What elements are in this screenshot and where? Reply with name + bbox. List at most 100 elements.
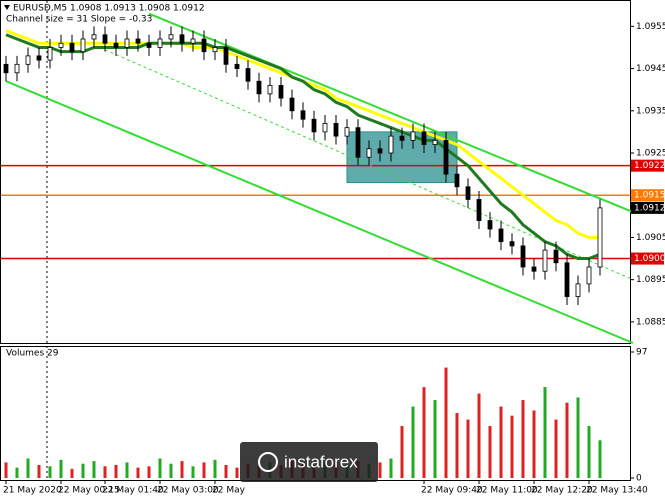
volume-bar — [554, 419, 558, 478]
price-tag-label: 1.0912 — [634, 203, 665, 213]
menu-triangle[interactable] — [4, 5, 10, 10]
candle-body — [3, 63, 9, 74]
candle-body — [487, 220, 493, 230]
candle-body — [366, 148, 372, 158]
volume-bar — [235, 467, 239, 478]
volume-bar — [488, 426, 492, 478]
channel-line — [5, 80, 634, 344]
candle-body — [124, 38, 130, 48]
candle-body — [47, 47, 53, 61]
y-tick-label: 1.0935 — [636, 106, 665, 116]
volume-bar — [26, 458, 30, 478]
volume-bar — [147, 466, 151, 478]
layer: 1.0955 1.0945 1.0935 1.0925 1.0905 1.0895 1.08… — [1, 12, 665, 496]
volume-bar — [510, 415, 514, 478]
candle-body — [179, 34, 185, 44]
volume-bar — [136, 467, 140, 478]
candle-body — [476, 199, 482, 221]
candle-body — [520, 245, 526, 268]
candle-body — [399, 135, 405, 141]
volume-bar — [158, 458, 162, 478]
x-tick-label: 22 May 13:40 — [586, 486, 648, 496]
x-tick-label: 22 May 01:40 — [102, 486, 164, 496]
price-tag-label: 1.0922 — [634, 161, 665, 171]
candle-body — [289, 97, 295, 112]
candle-body — [80, 38, 86, 53]
y-tick-label: 1.0945 — [636, 64, 665, 74]
price-tag-label: 1.0900 — [634, 254, 665, 264]
price-tag — [631, 201, 664, 214]
candle-body — [102, 34, 108, 44]
candle-body — [212, 47, 218, 53]
channel-line — [99, 46, 634, 281]
y-tick-label: 1.0925 — [636, 149, 665, 159]
candle-body — [36, 55, 42, 61]
candle-body — [300, 110, 306, 120]
candle-body — [234, 63, 240, 69]
volume-bar — [169, 463, 173, 478]
candle-body — [311, 118, 317, 133]
volume-bar — [70, 468, 74, 478]
candle-body — [509, 241, 515, 247]
volume-title: Volumes 29 — [6, 349, 59, 359]
volume-bar — [114, 465, 118, 478]
volume-bar — [400, 426, 404, 478]
y-tick-label: 1.0955 — [636, 22, 665, 32]
channel-info: Channel size = 31 Slope = -0.33 — [6, 15, 152, 25]
volume-bar — [15, 467, 19, 478]
candle-body — [333, 123, 339, 137]
watermark: instaforex — [284, 452, 358, 471]
volume-tick-label: 97 — [636, 348, 647, 358]
symbol: EURUSD,M5 — [13, 4, 67, 14]
x-tick-label: 22 May 12:20 — [531, 486, 593, 496]
volume-bar — [411, 406, 415, 478]
volume-bar — [224, 465, 228, 478]
header-prices: 1.0908 1.0913 1.0908 1.0912 — [70, 4, 205, 14]
candle-body — [344, 127, 350, 137]
candle-body — [245, 68, 251, 82]
price-tag — [631, 252, 664, 265]
candle-body — [421, 131, 427, 145]
volume-bar — [477, 393, 481, 478]
candle-body — [597, 207, 603, 268]
volume-bar — [521, 400, 525, 478]
volume-bar — [433, 400, 437, 478]
volume-bar — [598, 440, 602, 478]
candle-body — [135, 38, 141, 44]
volume-tick-label: 0 — [636, 474, 642, 484]
candle-body — [432, 139, 438, 145]
x-tick-label: 22 May — [212, 486, 246, 496]
x-tick-label: 22 May 03:00 — [157, 486, 219, 496]
volume-bar — [125, 462, 129, 478]
volume-bar — [565, 402, 569, 478]
candle-body — [168, 34, 174, 40]
candle-body — [322, 123, 328, 133]
candle-body — [454, 173, 460, 188]
volume-bar — [576, 397, 580, 478]
candle-body — [465, 186, 471, 200]
volume-bar — [59, 459, 63, 478]
volume-bar — [202, 462, 206, 478]
volume-bar — [466, 419, 470, 478]
volume-bar — [81, 463, 85, 478]
candle-body — [355, 127, 361, 158]
y-tick-label: 1.0885 — [636, 317, 665, 327]
price-panel-frame — [0, 0, 631, 344]
candle-body — [267, 85, 273, 95]
channel-line — [148, 12, 634, 214]
y-tick-label: 1.0895 — [636, 275, 665, 285]
candle-body — [278, 85, 284, 99]
candle-body — [388, 135, 394, 154]
watermark-bg — [240, 442, 378, 482]
volume-bar — [37, 465, 41, 478]
candle-body — [113, 42, 119, 48]
volume-bar — [191, 466, 195, 478]
price-tag — [631, 159, 664, 172]
volume-bar — [532, 410, 536, 478]
volume-bar — [444, 367, 448, 478]
candle-body — [531, 266, 537, 272]
candle-body — [377, 148, 383, 154]
price-tag — [631, 189, 664, 202]
